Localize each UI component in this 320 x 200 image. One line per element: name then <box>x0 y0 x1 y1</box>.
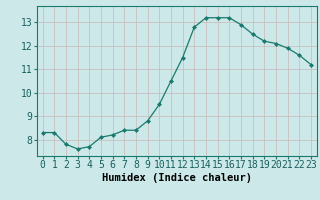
X-axis label: Humidex (Indice chaleur): Humidex (Indice chaleur) <box>102 173 252 183</box>
